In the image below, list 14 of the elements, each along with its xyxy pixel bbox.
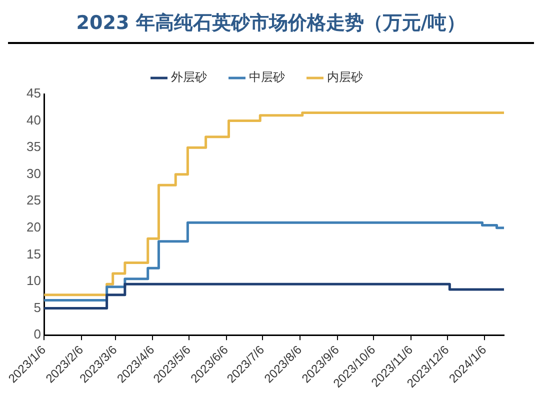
y-tick-label: 10	[26, 273, 42, 288]
legend-label: 外层砂	[171, 70, 207, 84]
legend-label: 中层砂	[249, 70, 285, 84]
y-tick-label: 40	[26, 112, 42, 128]
y-tick-label: 45	[26, 86, 42, 101]
chart-title: 2023 年高纯石英砂市场价格走势（万元/吨）	[8, 8, 534, 44]
legend-label: 内层砂	[327, 70, 363, 84]
y-tick-label: 15	[26, 246, 42, 262]
y-tick-label: 35	[26, 139, 42, 154]
y-tick-label: 20	[26, 220, 42, 235]
y-tick-label: 30	[26, 166, 42, 181]
y-tick-label: 25	[26, 192, 42, 208]
y-tick-label: 5	[34, 300, 42, 315]
y-tick-label: 0	[34, 326, 42, 342]
